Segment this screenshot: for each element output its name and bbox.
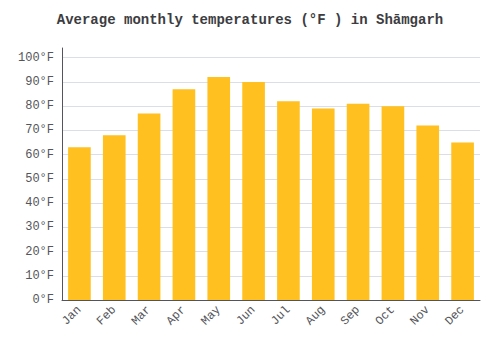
svg-text:100°F: 100°F	[18, 51, 54, 65]
svg-text:Aug: Aug	[303, 303, 328, 328]
svg-text:40°F: 40°F	[25, 196, 54, 210]
svg-text:Oct: Oct	[373, 303, 398, 328]
svg-text:Apr: Apr	[164, 303, 189, 328]
svg-text:Jun: Jun	[233, 303, 258, 328]
svg-text:90°F: 90°F	[25, 75, 54, 89]
svg-text:Average monthly temperatures (: Average monthly temperatures (°F ) in Sh…	[57, 12, 443, 28]
svg-text:80°F: 80°F	[25, 99, 54, 113]
svg-text:Jul: Jul	[268, 303, 293, 328]
svg-text:60°F: 60°F	[25, 148, 54, 162]
svg-text:50°F: 50°F	[25, 172, 54, 186]
svg-text:Jan: Jan	[59, 303, 84, 328]
svg-text:Dec: Dec	[442, 303, 467, 328]
svg-text:30°F: 30°F	[25, 220, 54, 234]
svg-text:Nov: Nov	[408, 303, 433, 328]
svg-text:May: May	[199, 303, 224, 328]
svg-text:Feb: Feb	[94, 303, 119, 328]
svg-text:Sep: Sep	[338, 303, 363, 328]
svg-text:Mar: Mar	[129, 303, 154, 328]
svg-text:10°F: 10°F	[25, 269, 54, 283]
svg-text:20°F: 20°F	[25, 245, 54, 259]
svg-text:70°F: 70°F	[25, 123, 54, 137]
svg-text:0°F: 0°F	[32, 293, 54, 307]
